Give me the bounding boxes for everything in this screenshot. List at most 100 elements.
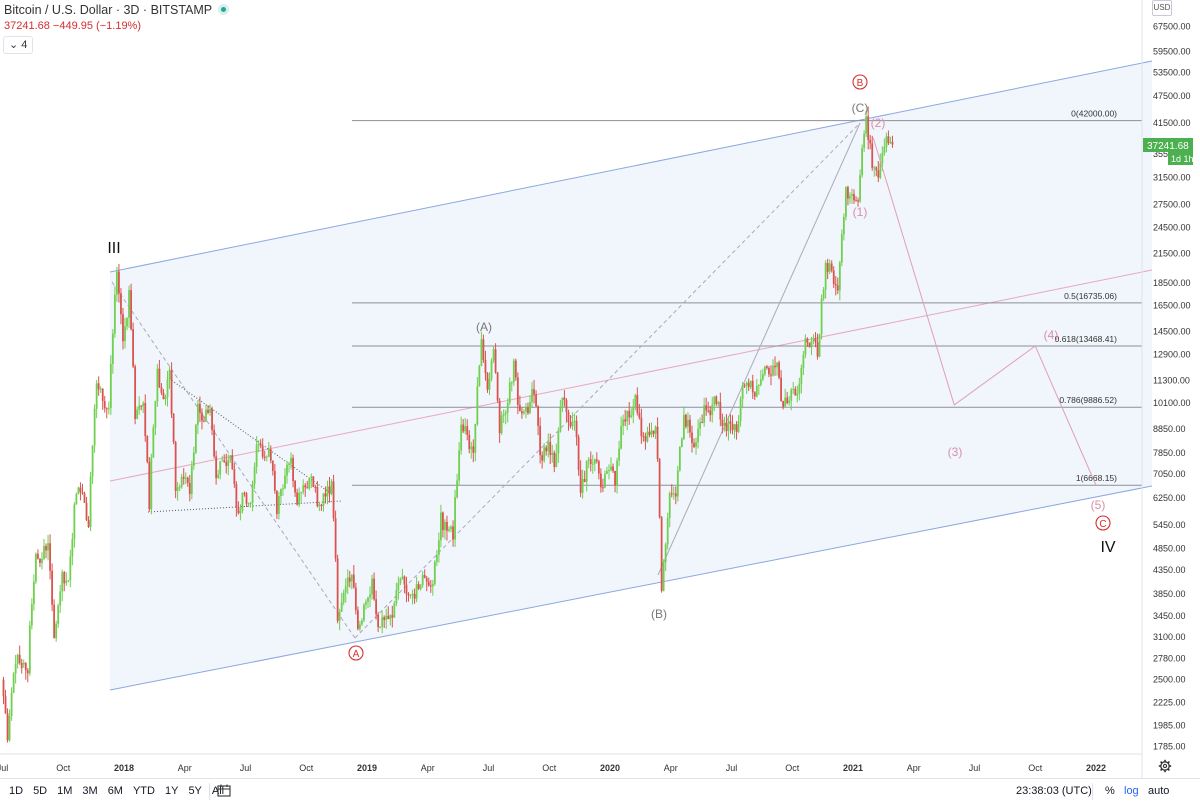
wave-label: (2) bbox=[871, 116, 886, 130]
candle-body bbox=[776, 362, 778, 368]
wave-label-circle bbox=[348, 645, 364, 661]
range-button-1m[interactable]: 1M bbox=[57, 785, 73, 797]
candle-body bbox=[435, 554, 438, 562]
candle-body bbox=[79, 487, 82, 492]
wave-label: (B) bbox=[651, 607, 667, 621]
candle-body bbox=[304, 485, 307, 488]
indicators-toggle[interactable]: ⌄ 4 bbox=[3, 36, 34, 54]
candle-body bbox=[148, 461, 151, 510]
candle-body bbox=[875, 167, 878, 171]
wave-label: (5) bbox=[1091, 498, 1106, 512]
candle-body bbox=[49, 543, 51, 571]
candle-body bbox=[377, 614, 380, 628]
price-axis[interactable]: 67500.00 59500.00 53500.00 47500.00 41500.00… bbox=[1153, 22, 1191, 752]
candle-body bbox=[286, 464, 288, 476]
candle-body bbox=[863, 133, 866, 149]
candle-body bbox=[53, 604, 56, 639]
candle-body bbox=[150, 457, 153, 510]
candle-body bbox=[356, 610, 359, 629]
range-button-6m[interactable]: 6M bbox=[107, 785, 123, 797]
candle-body bbox=[654, 426, 657, 434]
candle-body bbox=[806, 338, 809, 343]
candle-body bbox=[547, 441, 550, 452]
candle-body bbox=[415, 584, 418, 599]
candle-body bbox=[43, 546, 45, 559]
projection-path bbox=[872, 137, 1097, 486]
price-tick-label: 4850.00 bbox=[1153, 543, 1186, 553]
log-scale-toggle[interactable]: log bbox=[1124, 785, 1139, 797]
time-tick-label: Jul bbox=[0, 763, 8, 773]
candle-body bbox=[717, 402, 720, 404]
symbol-name[interactable]: Bitcoin / U.S. Dollar · 3D · BITSTAMP bbox=[4, 3, 213, 17]
candle-body bbox=[466, 426, 469, 435]
candle-body bbox=[591, 463, 594, 465]
range-button-1d[interactable]: 1D bbox=[9, 785, 24, 797]
percent-scale-toggle[interactable]: % bbox=[1105, 785, 1115, 797]
candle-body bbox=[67, 580, 70, 582]
candle-body bbox=[757, 384, 760, 386]
candle-body bbox=[255, 444, 258, 467]
candle-body bbox=[142, 402, 145, 407]
symbol-title[interactable]: Bitcoin / U.S. Dollar · 3D · BITSTAMP bbox=[4, 3, 230, 17]
range-button-5d[interactable]: 5D bbox=[33, 785, 48, 797]
candle-body bbox=[778, 362, 780, 378]
candle-body bbox=[638, 412, 641, 418]
candle-body bbox=[348, 577, 351, 582]
candle-body bbox=[798, 383, 801, 394]
price-tick-label: 4350.00 bbox=[1153, 565, 1186, 575]
candle-body bbox=[55, 623, 58, 639]
candle-body bbox=[652, 430, 655, 434]
wave-label: (3) bbox=[948, 445, 963, 459]
candle-body bbox=[871, 143, 874, 168]
parallel-channel[interactable] bbox=[109, 60, 1153, 691]
fib-level-label: 0(42000.00) bbox=[1071, 109, 1117, 119]
candle-body bbox=[203, 420, 205, 422]
candle-body bbox=[257, 443, 260, 445]
utc-clock[interactable]: 23:38:03 (UTC) bbox=[1016, 785, 1092, 797]
wave-label: C bbox=[1099, 519, 1106, 530]
candle-body bbox=[32, 581, 35, 605]
settings-gear-icon[interactable] bbox=[1158, 759, 1172, 773]
candle-body bbox=[28, 625, 31, 674]
candle-body bbox=[61, 572, 64, 592]
candle-body bbox=[612, 466, 614, 471]
candle-body bbox=[614, 470, 616, 486]
channel-median-line[interactable] bbox=[109, 269, 1153, 482]
candle-body bbox=[494, 349, 497, 373]
candle-body bbox=[302, 485, 305, 492]
channel-lower-line[interactable] bbox=[109, 485, 1153, 691]
range-button-ytd[interactable]: YTD bbox=[132, 785, 155, 797]
candle-body bbox=[749, 380, 752, 388]
range-button-3m[interactable]: 3M bbox=[82, 785, 98, 797]
candle-body bbox=[685, 414, 687, 427]
channel-upper-line[interactable] bbox=[109, 60, 1153, 273]
candle-body bbox=[296, 492, 299, 505]
candle-body bbox=[658, 459, 661, 518]
price-tick-label: 24500.00 bbox=[1153, 222, 1191, 232]
candle-body bbox=[154, 401, 157, 428]
range-button-5y[interactable]: 5Y bbox=[188, 785, 202, 797]
candle-body bbox=[395, 590, 398, 604]
candle-body bbox=[678, 446, 681, 471]
candle-body bbox=[225, 461, 228, 466]
candle-body bbox=[361, 620, 363, 625]
candle-body bbox=[294, 480, 296, 493]
currency-button[interactable]: USD bbox=[1152, 0, 1172, 16]
candle-body bbox=[2, 679, 5, 697]
candle-body bbox=[30, 604, 33, 626]
range-button-1y[interactable]: 1Y bbox=[164, 785, 179, 797]
candle-body bbox=[41, 558, 43, 563]
candle-body bbox=[480, 339, 483, 366]
calendar-goto-icon[interactable] bbox=[217, 784, 231, 797]
candle-body bbox=[589, 459, 592, 464]
auto-scale-toggle[interactable]: auto bbox=[1148, 785, 1170, 797]
time-axis[interactable]: Jul Oct 2018 Apr Jul Oct 2019 Apr Jul Oct 2020 Apr J… bbox=[0, 763, 1106, 773]
candle-body bbox=[622, 419, 625, 426]
time-tick-label: 2020 bbox=[600, 763, 620, 773]
candle-body bbox=[883, 146, 886, 154]
candle-body bbox=[223, 460, 226, 462]
candle-body bbox=[474, 424, 477, 453]
candle-body bbox=[691, 432, 693, 444]
candle-body bbox=[812, 338, 815, 342]
